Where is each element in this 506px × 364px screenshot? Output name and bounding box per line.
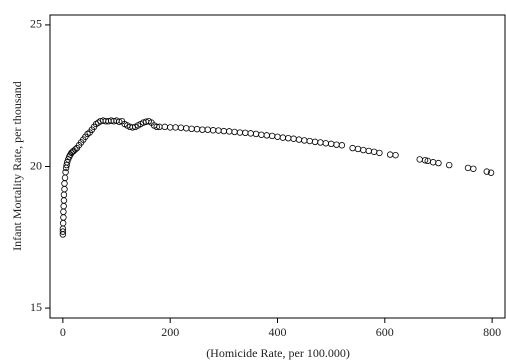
point [226, 128, 233, 135]
y-tick-label: 15 [30, 300, 42, 314]
point [247, 130, 254, 137]
point [295, 136, 303, 143]
point [333, 141, 340, 148]
point [59, 228, 67, 235]
y-tick-label: 25 [30, 17, 42, 31]
point [220, 127, 228, 135]
point [338, 142, 346, 149]
point [354, 145, 362, 153]
point [183, 125, 190, 132]
point [72, 146, 79, 153]
point [204, 126, 211, 133]
point [166, 124, 174, 131]
point [263, 132, 270, 139]
x-tick-label: 200 [161, 325, 179, 339]
point [483, 168, 490, 175]
x-tick-label: 400 [269, 325, 287, 339]
point [416, 156, 423, 163]
point [60, 197, 68, 204]
x-tick-label: 600 [376, 325, 394, 339]
point [153, 123, 160, 131]
point [242, 129, 249, 137]
point [59, 219, 67, 227]
point [193, 125, 201, 133]
point [435, 159, 442, 167]
point [317, 139, 324, 146]
point [386, 151, 394, 158]
plot-frame [49, 14, 506, 319]
y-tick-label: 20 [30, 158, 42, 172]
point [60, 202, 67, 210]
point [161, 123, 169, 131]
point [429, 159, 437, 166]
point [327, 140, 335, 148]
point [349, 144, 356, 152]
point [290, 135, 297, 142]
point [445, 161, 453, 169]
point [60, 214, 67, 221]
point [252, 130, 260, 138]
point [177, 124, 185, 131]
point [470, 165, 477, 172]
point [188, 125, 195, 133]
point [370, 148, 378, 155]
point [464, 164, 472, 172]
y-axis-label: Infant Mortality Rate, per thousand [10, 81, 24, 251]
point [231, 128, 238, 136]
point [209, 127, 217, 134]
point [258, 131, 265, 138]
point [311, 138, 319, 146]
point [268, 132, 276, 140]
point [60, 191, 68, 199]
point [61, 185, 68, 193]
point [322, 140, 329, 147]
point [236, 129, 244, 136]
point [285, 134, 292, 142]
point [129, 124, 136, 131]
point [306, 137, 313, 145]
x-axis-label: (Homicide Rate, per 100.000) [206, 346, 350, 360]
point [199, 126, 206, 133]
point [63, 161, 70, 169]
point [62, 168, 69, 176]
point [63, 159, 71, 166]
point [68, 149, 75, 157]
point [421, 157, 429, 164]
point [487, 169, 495, 176]
point [376, 149, 383, 157]
point [116, 118, 123, 125]
point [279, 134, 287, 141]
point [365, 147, 372, 155]
point [215, 127, 222, 134]
point [61, 180, 68, 187]
point [274, 133, 281, 140]
x-tick-label: 0 [60, 325, 66, 339]
point [61, 174, 69, 182]
point [392, 151, 399, 159]
point [60, 208, 67, 216]
point [360, 146, 367, 154]
point [172, 124, 179, 131]
point [301, 137, 308, 144]
x-tick-label: 800 [483, 325, 501, 339]
